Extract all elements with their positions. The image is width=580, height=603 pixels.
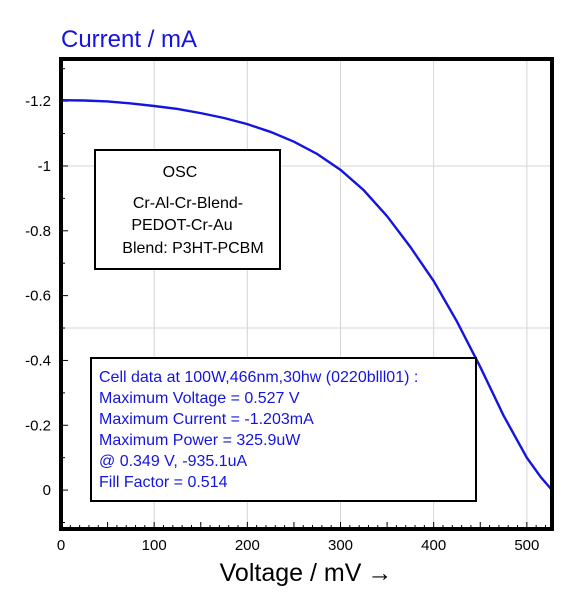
x-tick-label: 200 xyxy=(235,537,260,554)
device-info-line: Blend: P3HT-PCBM xyxy=(122,240,263,257)
cell-data-line: Maximum Power = 325.9uW xyxy=(99,432,301,449)
y-tick-labels: -1.2 -1 -0.8 -0.6 -0.4 -0.2 0 xyxy=(25,93,51,499)
y-tick-label: 0 xyxy=(43,482,51,499)
device-info-box: OSC Cr-Al-Cr-Blend- PEDOT-Cr-Au Blend: P… xyxy=(94,149,281,270)
x-tick-labels: 0 100 200 300 400 500 xyxy=(57,537,540,554)
y-axis-label: Current / mA xyxy=(61,26,197,53)
x-tick-label: 400 xyxy=(421,537,446,554)
y-tick-label: -0.4 xyxy=(25,352,51,369)
device-info-line: OSC xyxy=(163,164,198,181)
x-tick-label: 500 xyxy=(514,537,539,554)
x-axis-label: Voltage / mV → xyxy=(220,559,393,587)
x-tick-label: 0 xyxy=(57,537,65,554)
cell-data-line: Maximum Current = -1.203mA xyxy=(99,411,314,428)
iv-curve xyxy=(60,98,553,491)
y-tick-label: -0.8 xyxy=(25,223,51,240)
y-tick-label: -0.2 xyxy=(25,417,51,434)
cell-data-line: Fill Factor = 0.514 xyxy=(99,474,228,491)
y-tick-label: -1.2 xyxy=(25,93,51,110)
x-axis-arrow: → xyxy=(367,559,392,587)
x-tick-label: 100 xyxy=(142,537,167,554)
plot-frame xyxy=(59,57,554,531)
y-tick-label: -1 xyxy=(38,158,51,175)
cell-data-box: Cell data at 100W,466nm,30hw (0220blll01… xyxy=(90,357,477,502)
x-axis-label-text: Voltage / mV xyxy=(220,559,362,587)
device-info-line: Cr-Al-Cr-Blend- xyxy=(133,195,243,212)
device-info-line: PEDOT-Cr-Au xyxy=(131,217,232,234)
x-tick-label: 300 xyxy=(328,537,353,554)
cell-data-line: Maximum Voltage = 0.527 V xyxy=(99,390,300,407)
y-tick-label: -0.6 xyxy=(25,288,51,305)
cell-data-line: @ 0.349 V, -935.1uA xyxy=(99,453,248,470)
cell-data-line: Cell data at 100W,466nm,30hw (0220blll01… xyxy=(99,369,418,386)
